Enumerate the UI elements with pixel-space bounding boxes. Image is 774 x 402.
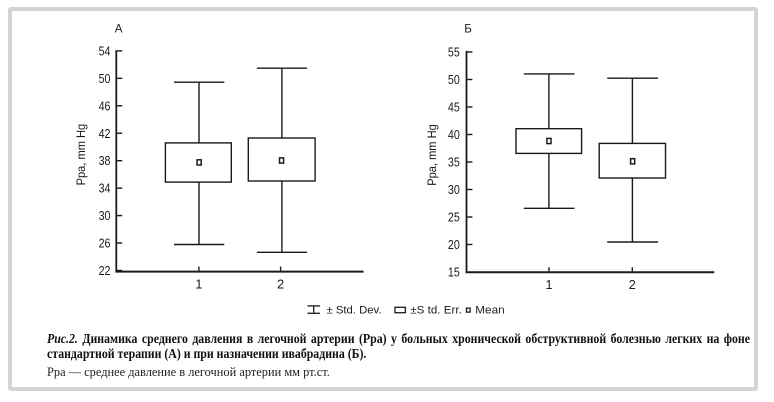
svg-text:15: 15 <box>448 266 460 280</box>
svg-text:54: 54 <box>99 44 111 58</box>
svg-text:40: 40 <box>448 128 460 142</box>
svg-text:35: 35 <box>448 156 460 170</box>
svg-text:Ppa, mm Hg: Ppa, mm Hg <box>425 124 439 186</box>
svg-text:Ppa, mm Hg: Ppa, mm Hg <box>74 124 88 186</box>
svg-text:1: 1 <box>545 278 552 292</box>
svg-text:20: 20 <box>448 238 460 252</box>
svg-text:22: 22 <box>99 264 111 278</box>
svg-text:2: 2 <box>629 278 636 292</box>
svg-text:± Std. Dev.: ± Std. Dev. <box>327 304 382 316</box>
svg-text:Mean: Mean <box>475 304 504 316</box>
svg-text:А: А <box>115 23 123 36</box>
svg-text:1: 1 <box>195 277 202 291</box>
svg-text:46: 46 <box>99 99 111 113</box>
svg-text:±S td. Err.: ±S td. Err. <box>410 304 462 316</box>
svg-text:2: 2 <box>277 277 284 291</box>
svg-text:50: 50 <box>99 72 111 86</box>
svg-text:30: 30 <box>99 209 111 223</box>
svg-text:38: 38 <box>99 154 111 168</box>
svg-text:55: 55 <box>448 46 460 60</box>
svg-text:25: 25 <box>448 211 460 225</box>
svg-text:Б: Б <box>464 23 472 36</box>
svg-text:50: 50 <box>448 73 460 87</box>
svg-text:34: 34 <box>99 182 111 196</box>
svg-text:45: 45 <box>448 101 460 115</box>
svg-text:30: 30 <box>448 183 460 197</box>
svg-text:26: 26 <box>99 237 111 251</box>
svg-text:42: 42 <box>99 127 111 141</box>
